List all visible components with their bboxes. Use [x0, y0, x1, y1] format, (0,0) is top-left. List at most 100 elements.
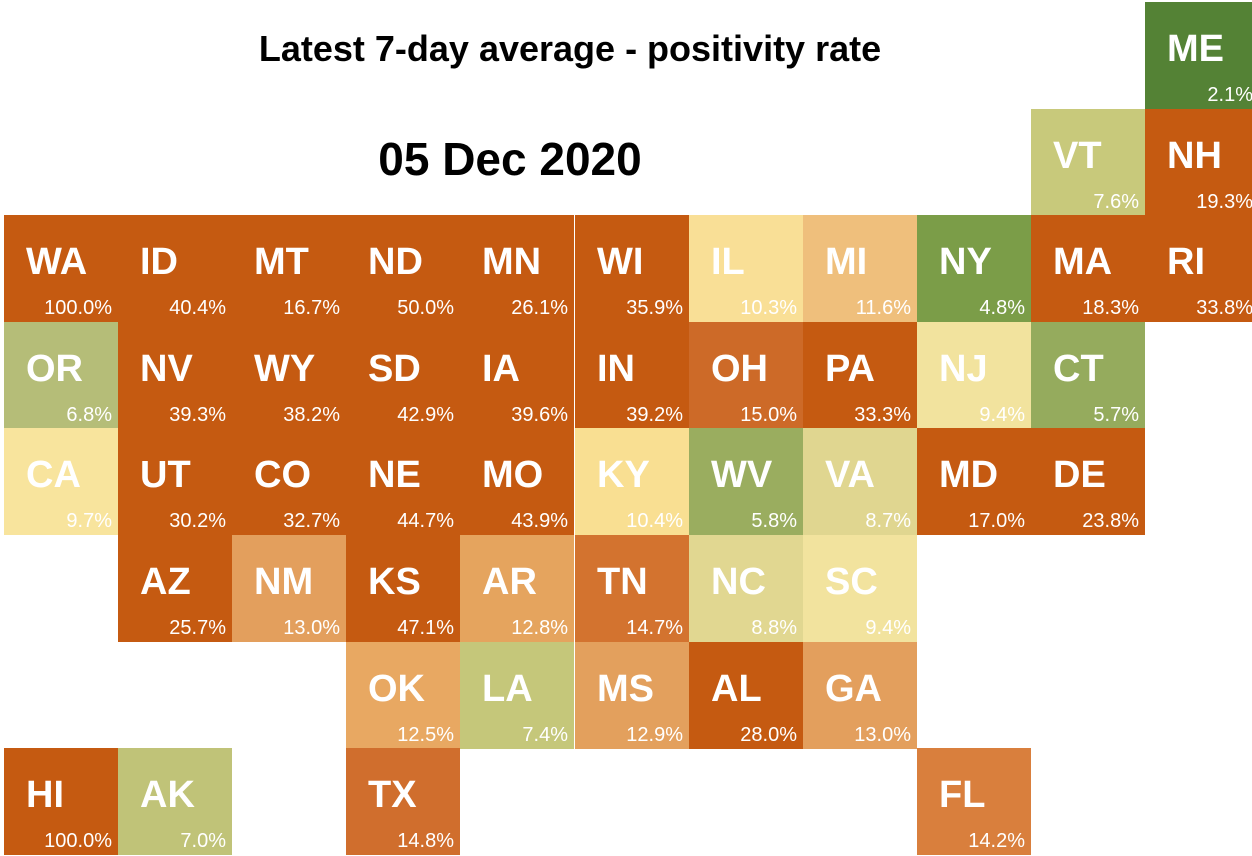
state-tile-az: AZ 25.7%	[118, 535, 232, 642]
state-abbr: LA	[482, 668, 533, 710]
state-tile-in: IN 39.2%	[575, 322, 689, 429]
state-abbr: GA	[825, 668, 882, 710]
state-abbr: MD	[939, 454, 999, 496]
state-tile-id: ID 40.4%	[118, 215, 232, 322]
state-tile-tx: TX 14.8%	[346, 748, 460, 855]
positivity-rate-label: 9.4%	[979, 404, 1025, 426]
positivity-rate-label: 17.0%	[968, 510, 1025, 532]
state-tile-va: VA 8.7%	[803, 428, 917, 535]
state-tile-nv: NV 39.3%	[118, 322, 232, 429]
state-abbr: CO	[254, 454, 311, 496]
positivity-rate-label: 43.9%	[511, 510, 568, 532]
positivity-rate-label: 39.3%	[169, 404, 226, 426]
state-tile-nd: ND 50.0%	[346, 215, 460, 322]
state-abbr: UT	[140, 454, 191, 496]
state-tile-ga: GA 13.0%	[803, 642, 917, 749]
state-tile-ks: KS 47.1%	[346, 535, 460, 642]
state-abbr: PA	[825, 348, 875, 390]
state-tile-wa: WA 100.0%	[4, 215, 118, 322]
state-tile-il: IL 10.3%	[689, 215, 803, 322]
state-abbr: FL	[939, 774, 986, 816]
state-abbr: WI	[597, 241, 644, 283]
positivity-rate-label: 5.8%	[751, 510, 797, 532]
state-tile-or: OR 6.8%	[4, 322, 118, 429]
positivity-rate-label: 23.8%	[1082, 510, 1139, 532]
positivity-rate-label: 12.5%	[397, 724, 454, 746]
state-tile-ri: RI 33.8%	[1145, 215, 1252, 322]
state-abbr: AR	[482, 561, 537, 603]
state-abbr: KS	[368, 561, 421, 603]
positivity-rate-label: 10.3%	[740, 297, 797, 319]
positivity-rate-label: 30.2%	[169, 510, 226, 532]
positivity-rate-label: 9.4%	[865, 617, 911, 639]
positivity-rate-label: 16.7%	[283, 297, 340, 319]
state-abbr: KY	[597, 454, 650, 496]
state-abbr: AK	[140, 774, 195, 816]
state-abbr: NV	[140, 348, 193, 390]
state-tile-de: DE 23.8%	[1031, 428, 1145, 535]
state-abbr: MO	[482, 454, 544, 496]
state-abbr: MS	[597, 668, 654, 710]
state-tile-oh: OH 15.0%	[689, 322, 803, 429]
state-tile-ca: CA 9.7%	[4, 428, 118, 535]
state-abbr: IL	[711, 241, 745, 283]
state-tile-ut: UT 30.2%	[118, 428, 232, 535]
state-tile-ar: AR 12.8%	[460, 535, 574, 642]
state-abbr: MT	[254, 241, 309, 283]
positivity-rate-label: 44.7%	[397, 510, 454, 532]
state-tile-ne: NE 44.7%	[346, 428, 460, 535]
positivity-rate-label: 4.8%	[979, 297, 1025, 319]
state-tile-mt: MT 16.7%	[232, 215, 346, 322]
state-tile-me: ME 2.1%	[1145, 2, 1252, 109]
positivity-rate-label: 5.7%	[1093, 404, 1139, 426]
positivity-rate-label: 33.3%	[854, 404, 911, 426]
state-abbr: OK	[368, 668, 425, 710]
state-abbr: ID	[140, 241, 178, 283]
state-tile-md: MD 17.0%	[917, 428, 1031, 535]
state-abbr: OR	[26, 348, 83, 390]
positivity-rate-label: 14.8%	[397, 830, 454, 852]
positivity-rate-label: 13.0%	[283, 617, 340, 639]
state-tile-nc: NC 8.8%	[689, 535, 803, 642]
positivity-rate-label: 7.0%	[180, 830, 226, 852]
positivity-rate-label: 39.6%	[511, 404, 568, 426]
state-tile-nj: NJ 9.4%	[917, 322, 1031, 429]
positivity-rate-label: 18.3%	[1082, 297, 1139, 319]
positivity-rate-label: 8.7%	[865, 510, 911, 532]
state-abbr: IN	[597, 348, 635, 390]
state-tile-ok: OK 12.5%	[346, 642, 460, 749]
positivity-rate-label: 35.9%	[626, 297, 683, 319]
state-abbr: NJ	[939, 348, 988, 390]
state-abbr: NC	[711, 561, 766, 603]
state-abbr: RI	[1167, 241, 1205, 283]
state-tile-co: CO 32.7%	[232, 428, 346, 535]
state-abbr: ME	[1167, 28, 1224, 70]
state-tile-fl: FL 14.2%	[917, 748, 1031, 855]
state-abbr: TX	[368, 774, 417, 816]
state-tile-al: AL 28.0%	[689, 642, 803, 749]
positivity-rate-label: 14.7%	[626, 617, 683, 639]
positivity-rate-label: 7.4%	[522, 724, 568, 746]
positivity-rate-label: 15.0%	[740, 404, 797, 426]
positivity-rate-label: 47.1%	[397, 617, 454, 639]
state-abbr: CT	[1053, 348, 1104, 390]
positivity-rate-label: 26.1%	[511, 297, 568, 319]
positivity-rate-label: 19.3%	[1196, 191, 1252, 213]
state-abbr: IA	[482, 348, 520, 390]
positivity-rate-label: 25.7%	[169, 617, 226, 639]
state-abbr: OH	[711, 348, 768, 390]
state-abbr: SD	[368, 348, 421, 390]
state-tile-ia: IA 39.6%	[460, 322, 574, 429]
state-tile-ky: KY 10.4%	[575, 428, 689, 535]
positivity-rate-label: 33.8%	[1196, 297, 1252, 319]
state-tile-ak: AK 7.0%	[118, 748, 232, 855]
state-tile-nh: NH 19.3%	[1145, 109, 1252, 216]
state-tile-tn: TN 14.7%	[575, 535, 689, 642]
state-abbr: NM	[254, 561, 314, 603]
positivity-rate-label: 32.7%	[283, 510, 340, 532]
state-abbr: NY	[939, 241, 992, 283]
chart-title: Latest 7-day average - positivity rate	[258, 28, 882, 69]
positivity-rate-label: 8.8%	[751, 617, 797, 639]
state-abbr: DE	[1053, 454, 1106, 496]
